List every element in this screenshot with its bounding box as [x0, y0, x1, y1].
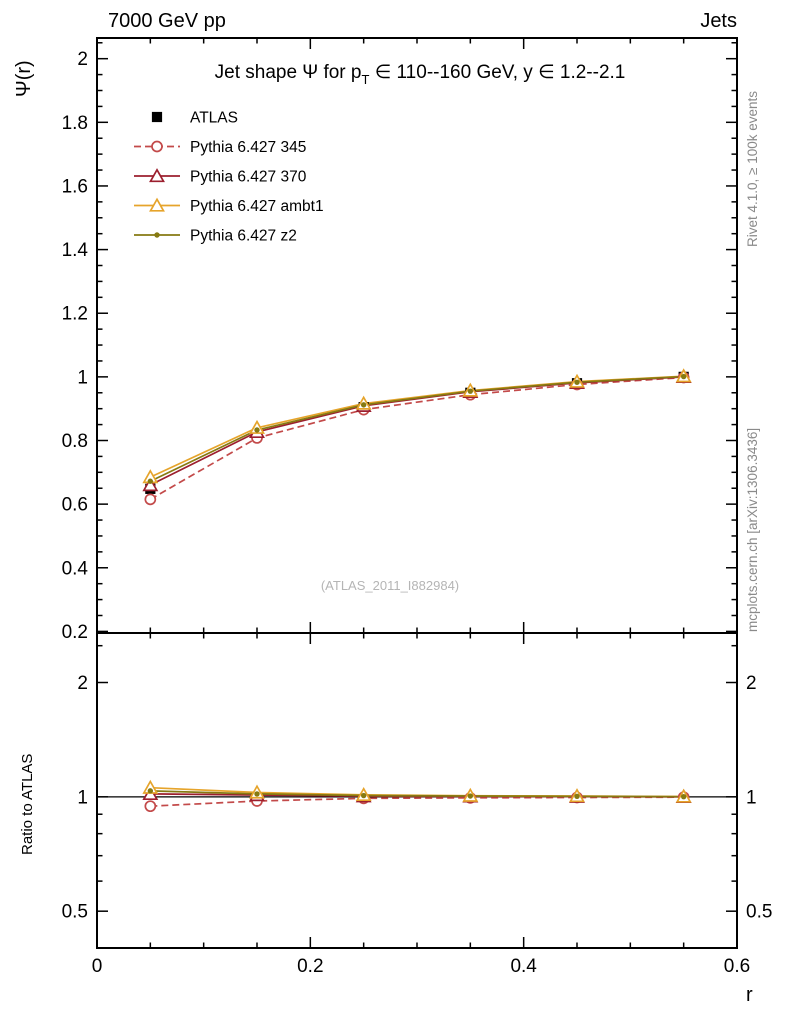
x-tick-label: 0 [92, 956, 103, 977]
beam-energy-label: 7000 GeV pp [108, 10, 226, 32]
main-y-tick-label: 1 [77, 367, 88, 388]
main-y-tick-label: 1.4 [62, 240, 89, 261]
main-y-tick-label: 1.6 [62, 176, 88, 197]
main-y-tick-label: 2 [77, 49, 88, 70]
main-y-tick-label: 1.2 [62, 304, 88, 325]
main-y-tick-label: 0.4 [62, 558, 89, 579]
ratio-y-tick-label-left: 2 [77, 673, 88, 694]
ratio-axis-label: Ratio to ATLAS [19, 754, 36, 855]
legend-item: Pythia 6.427 370 [134, 168, 307, 186]
legend-label: Pythia 6.427 370 [190, 169, 307, 186]
legend-label: Pythia 6.427 ambt1 [190, 198, 324, 215]
ratio-series-line [150, 790, 684, 798]
rivet-version-note: Rivet 4.1.0, ≥ 100k events [745, 91, 760, 247]
main-y-tick-label: 0.8 [62, 431, 88, 452]
series-line [149, 375, 684, 482]
plot-title: Jet shape Ψ for pT ∈ 110--160 GeV, y ∈ 1… [215, 62, 626, 87]
legend-label: Pythia 6.427 345 [190, 139, 306, 156]
x-tick-label: 0.6 [724, 956, 750, 977]
y-axis-label: Ψ(r) [13, 60, 35, 97]
legend-item: ATLAS [151, 110, 238, 127]
x-axis-label: r [746, 984, 753, 1006]
axes-frame: 0 0.2 0.4 0.6 0.2 0.4 0.6 0.8 1 1.2 1.4 1.6 1.8 2 0.5 0… [62, 37, 772, 977]
main-y-tick-label: 1.8 [62, 113, 88, 134]
legend-item: Pythia 6.427 345 [134, 139, 306, 156]
x-tick-label: 0.2 [297, 956, 323, 977]
legend-label: Pythia 6.427 z2 [190, 228, 297, 245]
legend-label: ATLAS [190, 110, 238, 127]
main-y-tick-label: 0.2 [62, 622, 88, 643]
series-line [149, 375, 684, 478]
data-series-layer [97, 368, 737, 813]
ratio-series-line [150, 796, 684, 808]
legend-item: Pythia 6.427 ambt1 [134, 197, 324, 215]
ratio-y-tick-label-right: 0.5 [746, 902, 772, 923]
ratio-y-tick-label-left: 0.5 [62, 902, 88, 923]
analysis-group-label: Jets [700, 10, 737, 32]
main-y-tick-label: 0.6 [62, 495, 88, 516]
legend: ATLAS Pythia 6.427 345 Pythia 6.427 370 Pyt… [134, 110, 324, 245]
x-tick-label: 0.4 [510, 956, 537, 977]
series-markers [145, 371, 689, 494]
series-markers [147, 373, 687, 800]
mcplots-arxiv-note: mcplots.cern.ch [arXiv:1306.3436] [745, 428, 760, 632]
legend-item: Pythia 6.427 z2 [134, 228, 297, 245]
ratio-y-tick-label-left: 1 [77, 787, 88, 808]
analysis-id-watermark: (ATLAS_2011_I882984) [321, 578, 459, 593]
series-line [149, 376, 684, 486]
series-line [149, 376, 684, 501]
ratio-y-tick-label-right: 1 [746, 787, 757, 808]
ratio-y-tick-label-right: 2 [746, 673, 757, 694]
